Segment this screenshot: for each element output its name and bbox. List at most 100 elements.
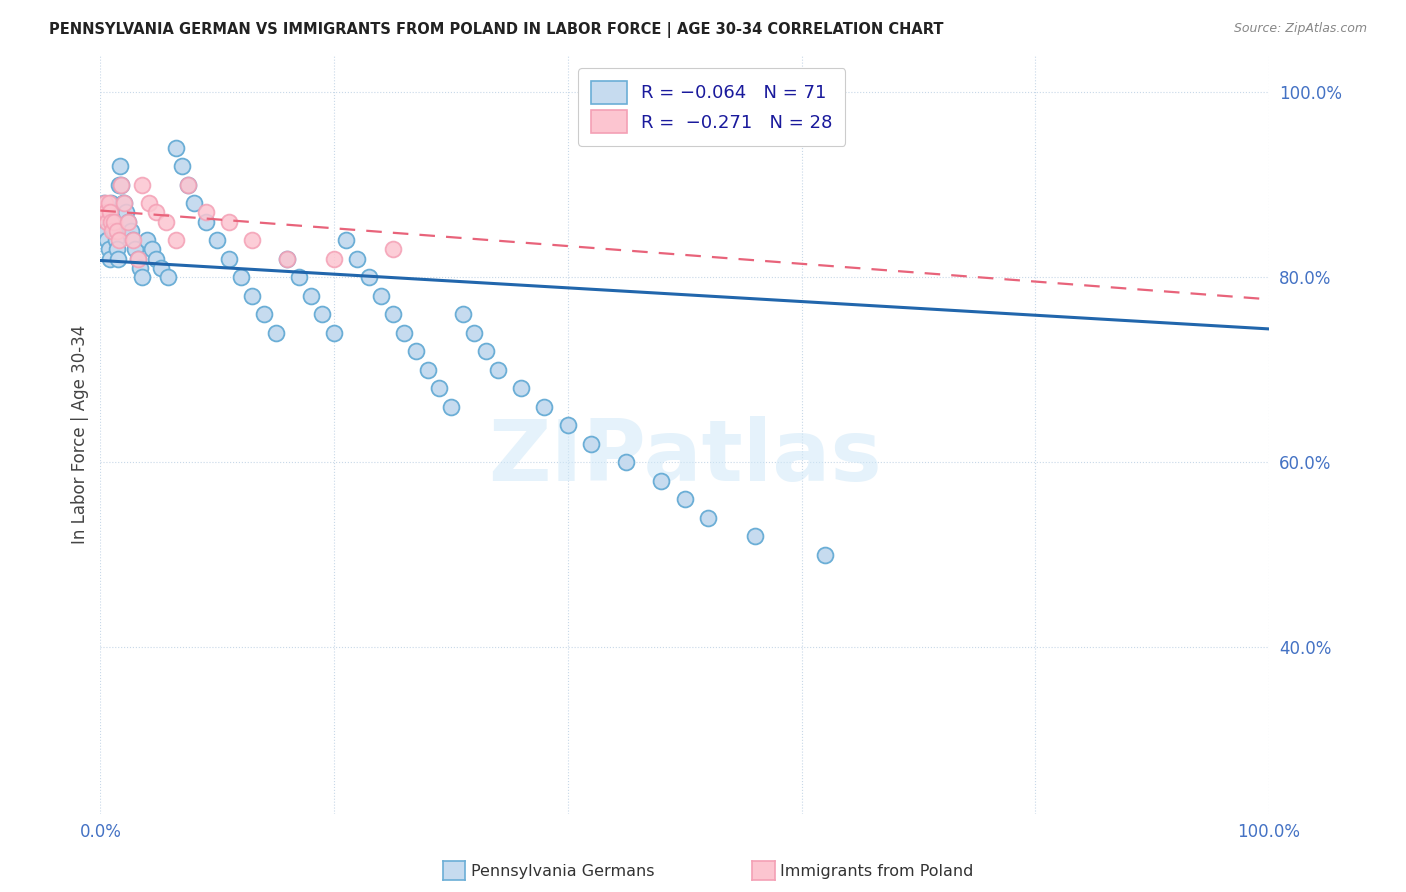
Point [744,529,766,543]
Point [323,252,346,266]
Point [183,196,205,211]
Y-axis label: In Labor Force | Age 30-34: In Labor Force | Age 30-34 [72,325,89,544]
Point [120,224,142,238]
Point [141,243,163,257]
Point [93,205,115,219]
Point [486,362,509,376]
Point [112,196,135,211]
Point [127,252,149,266]
Point [323,326,346,340]
Point [165,141,187,155]
Point [673,492,696,507]
Point [288,270,311,285]
Point [145,252,167,266]
Point [697,510,720,524]
Point [103,214,125,228]
Point [381,307,404,321]
Point [101,224,124,238]
Point [110,178,132,192]
Point [110,159,132,173]
Point [157,270,180,285]
Point [107,252,129,266]
Point [510,381,533,395]
Point [138,196,160,211]
Point [614,455,637,469]
Point [129,260,152,275]
Point [101,205,124,219]
Point [299,288,322,302]
Point [124,243,146,257]
Point [96,224,118,238]
Point [240,233,263,247]
Point [346,252,368,266]
Point [416,362,439,376]
Point [94,214,117,228]
Point [96,205,118,219]
Point [579,436,602,450]
Point [93,196,115,211]
Point [122,233,145,247]
Point [108,233,131,247]
Text: Immigrants from Poland: Immigrants from Poland [780,864,974,879]
Point [229,270,252,285]
Point [533,400,555,414]
Point [177,178,200,192]
Point [194,205,217,219]
Point [111,196,134,211]
Text: Source: ZipAtlas.com: Source: ZipAtlas.com [1233,22,1367,36]
Point [105,243,128,257]
Point [98,252,121,266]
Text: ZIPatlas: ZIPatlas [488,416,882,499]
Point [103,224,125,238]
Point [650,474,672,488]
Point [392,326,415,340]
Point [115,205,138,219]
Legend: R = −0.064   N = 71, R =  −0.271   N = 28: R = −0.064 N = 71, R = −0.271 N = 28 [578,68,845,146]
Point [112,196,135,211]
Point [194,214,217,228]
Point [276,252,298,266]
Point [100,196,122,211]
Point [359,270,381,285]
Point [451,307,474,321]
Point [136,233,159,247]
Point [205,233,228,247]
Point [100,214,122,228]
Point [150,260,173,275]
Point [131,270,153,285]
Point [165,233,187,247]
Point [98,205,121,219]
Point [96,214,118,228]
Point [475,344,498,359]
Point [253,307,276,321]
Point [117,214,139,228]
Point [103,214,125,228]
Point [97,196,120,211]
Point [94,196,117,211]
Point [105,224,128,238]
Point [557,418,579,433]
Point [240,288,263,302]
Point [335,233,357,247]
Point [104,233,127,247]
Point [122,233,145,247]
Point [97,243,120,257]
Point [172,159,194,173]
Point [110,178,132,192]
Point [427,381,450,395]
Point [108,178,131,192]
Text: Pennsylvania Germans: Pennsylvania Germans [471,864,655,879]
Point [311,307,333,321]
Point [814,548,837,562]
Point [218,214,240,228]
Point [370,288,392,302]
Text: PENNSYLVANIA GERMAN VS IMMIGRANTS FROM POLAND IN LABOR FORCE | AGE 30-34 CORRELA: PENNSYLVANIA GERMAN VS IMMIGRANTS FROM P… [49,22,943,38]
Point [463,326,485,340]
Point [440,400,463,414]
Point [145,205,167,219]
Point [155,214,177,228]
Point [96,233,118,247]
Point [264,326,287,340]
Point [405,344,427,359]
Point [276,252,298,266]
